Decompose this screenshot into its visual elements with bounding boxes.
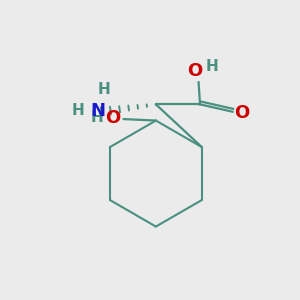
Text: H: H xyxy=(206,58,218,74)
Text: H: H xyxy=(91,110,103,125)
Text: O: O xyxy=(187,62,202,80)
Text: H: H xyxy=(71,103,84,118)
Text: H: H xyxy=(98,82,111,97)
Text: N: N xyxy=(90,102,105,120)
Text: O: O xyxy=(106,109,121,127)
Text: O: O xyxy=(234,104,250,122)
